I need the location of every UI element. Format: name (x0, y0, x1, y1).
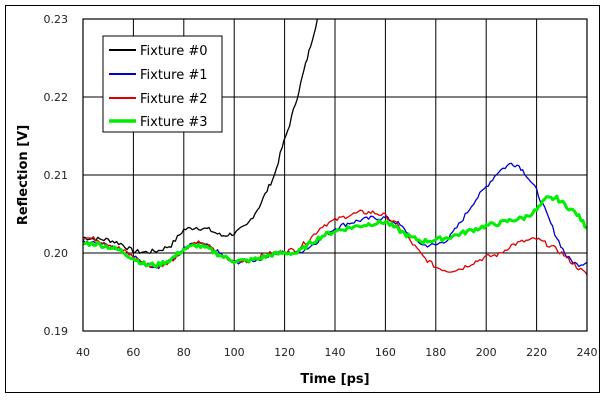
y-tick-label: 0.22 (44, 91, 69, 104)
y-tick-label: 0.23 (44, 13, 69, 26)
y-axis-title: Reflection [V] (16, 125, 31, 225)
legend-label: Fixture #0 (140, 44, 208, 59)
legend-item-fixture-1: Fixture #1 (109, 68, 208, 83)
legend-item-fixture-2: Fixture #2 (109, 92, 208, 107)
x-tick-label: 220 (526, 346, 547, 359)
x-tick-label: 120 (274, 346, 295, 359)
legend-item-fixture-0: Fixture #0 (109, 44, 208, 59)
x-tick-label: 60 (126, 346, 140, 359)
y-tick-label: 0.21 (44, 169, 69, 182)
x-tick-label: 100 (224, 346, 245, 359)
x-axis-ticks: 40 60 80 100 120 140 160 180 200 220 240 (76, 346, 598, 359)
x-tick-label: 240 (577, 346, 598, 359)
series-line-0 (83, 19, 319, 254)
x-tick-label: 200 (476, 346, 497, 359)
plot-border (82, 18, 588, 332)
legend: Fixture #0 Fixture #1 Fixture #2 Fixture… (102, 35, 223, 133)
chart-frame (5, 5, 600, 393)
legend-label: Fixture #2 (140, 92, 208, 107)
x-tick-label: 160 (375, 346, 396, 359)
series-line-3 (83, 194, 587, 268)
legend-box (102, 35, 223, 133)
data-series (83, 19, 587, 276)
legend-item-fixture-3: Fixture #3 (109, 115, 208, 130)
x-tick-label: 40 (76, 346, 90, 359)
legend-label: Fixture #3 (140, 115, 208, 130)
series-line-2 (83, 209, 587, 276)
x-tick-label: 180 (425, 346, 446, 359)
x-tick-label: 80 (177, 346, 191, 359)
y-tick-label: 0.20 (44, 247, 69, 260)
y-axis-ticks: 0.19 0.20 0.21 0.22 0.23 (44, 13, 69, 338)
x-axis-title: Time [ps] (300, 372, 369, 387)
legend-label: Fixture #1 (140, 68, 208, 83)
x-tick-label: 140 (325, 346, 346, 359)
y-tick-label: 0.19 (44, 325, 69, 338)
